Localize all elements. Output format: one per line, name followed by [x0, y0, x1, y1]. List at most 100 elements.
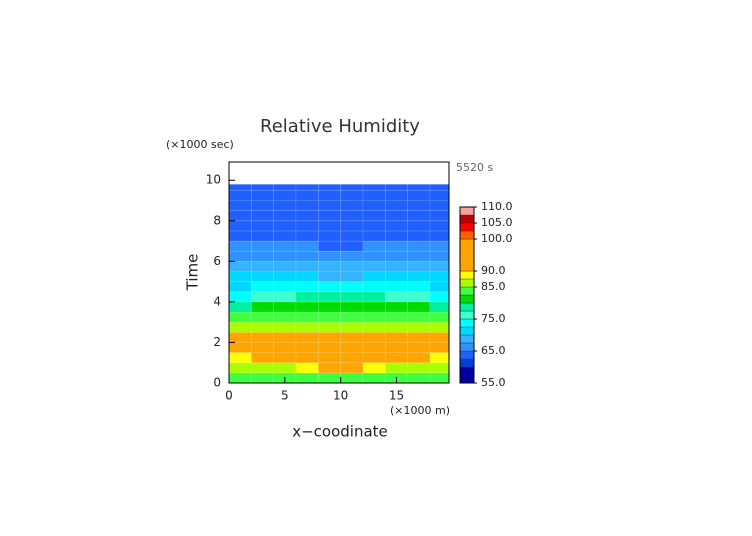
colorbar-segment [459, 326, 475, 336]
colorbar-segment [459, 342, 475, 352]
x-tick-label: 15 [389, 389, 404, 403]
cell [429, 220, 450, 232]
cell [273, 200, 297, 211]
x-tick-label: 10 [333, 389, 348, 403]
cell [385, 220, 408, 232]
cell [340, 184, 364, 191]
cell [340, 220, 364, 232]
cell [407, 184, 431, 191]
y-axis-title: Time [184, 254, 202, 292]
cell [273, 240, 297, 252]
cell [273, 291, 297, 303]
cell [407, 332, 431, 343]
colorbar-segment [459, 214, 475, 224]
colorbar-segment [459, 302, 475, 312]
cell [228, 321, 252, 333]
cell [340, 342, 364, 353]
colorbar-tick-label: 110.0 [481, 200, 513, 213]
cell [295, 321, 319, 333]
cell [340, 372, 364, 384]
colorbar-segment [459, 366, 475, 384]
cell [362, 240, 386, 252]
cell [340, 261, 364, 272]
cell [295, 184, 319, 191]
cell [273, 271, 297, 282]
cell [407, 220, 431, 232]
cell [429, 372, 450, 384]
cell [385, 291, 408, 303]
cell [362, 291, 386, 303]
cell [385, 342, 408, 353]
cell [362, 200, 386, 211]
cell [362, 230, 386, 242]
cell [228, 281, 252, 293]
cell [362, 261, 386, 272]
cell [273, 184, 297, 191]
colorbar-segment [459, 334, 475, 344]
cell [228, 250, 252, 262]
cell [251, 200, 274, 211]
cell [385, 250, 408, 262]
cell [318, 261, 341, 272]
cell [318, 210, 341, 222]
cell [273, 281, 297, 293]
cell [228, 301, 252, 313]
cell [362, 332, 386, 343]
cell [429, 230, 450, 242]
cell [251, 261, 274, 272]
cell [385, 362, 408, 374]
x-tick-label: 5 [281, 389, 289, 403]
colorbar-segment [459, 230, 475, 240]
cell [295, 311, 319, 323]
cell [273, 321, 297, 333]
cell [273, 362, 297, 374]
cell [295, 190, 319, 201]
cell [273, 311, 297, 323]
cell [362, 352, 386, 364]
cell [251, 362, 274, 374]
cell [362, 271, 386, 282]
cell [228, 230, 252, 242]
cell [295, 271, 319, 282]
cell [295, 230, 319, 242]
cell [429, 291, 450, 303]
cell [429, 352, 450, 364]
cell [385, 190, 408, 201]
y-tick-label: 4 [213, 294, 221, 308]
cell [385, 184, 408, 191]
cell [407, 321, 431, 333]
cell [340, 301, 364, 313]
cell [228, 190, 252, 201]
cell [273, 352, 297, 364]
colorbar-segment [459, 270, 475, 280]
cell [251, 230, 274, 242]
cell [407, 271, 431, 282]
cell [318, 362, 341, 374]
cell [340, 291, 364, 303]
cell [429, 342, 450, 353]
cell [318, 352, 341, 364]
cell [385, 301, 408, 313]
cell [228, 352, 252, 364]
cell [228, 240, 252, 252]
cell [318, 342, 341, 353]
cell [295, 200, 319, 211]
cell [407, 250, 431, 262]
cell [273, 332, 297, 343]
cell [318, 291, 341, 303]
cell [295, 362, 319, 374]
cell [407, 200, 431, 211]
cell [251, 210, 274, 222]
cell [340, 250, 364, 262]
cell [429, 321, 450, 333]
cell [429, 190, 450, 201]
colorbar-tick-label: 85.0 [481, 280, 506, 293]
cell [251, 184, 274, 191]
cell [228, 184, 252, 191]
cell [295, 372, 319, 384]
cell [251, 250, 274, 262]
cell [385, 332, 408, 343]
cell [318, 230, 341, 242]
cell [340, 352, 364, 364]
